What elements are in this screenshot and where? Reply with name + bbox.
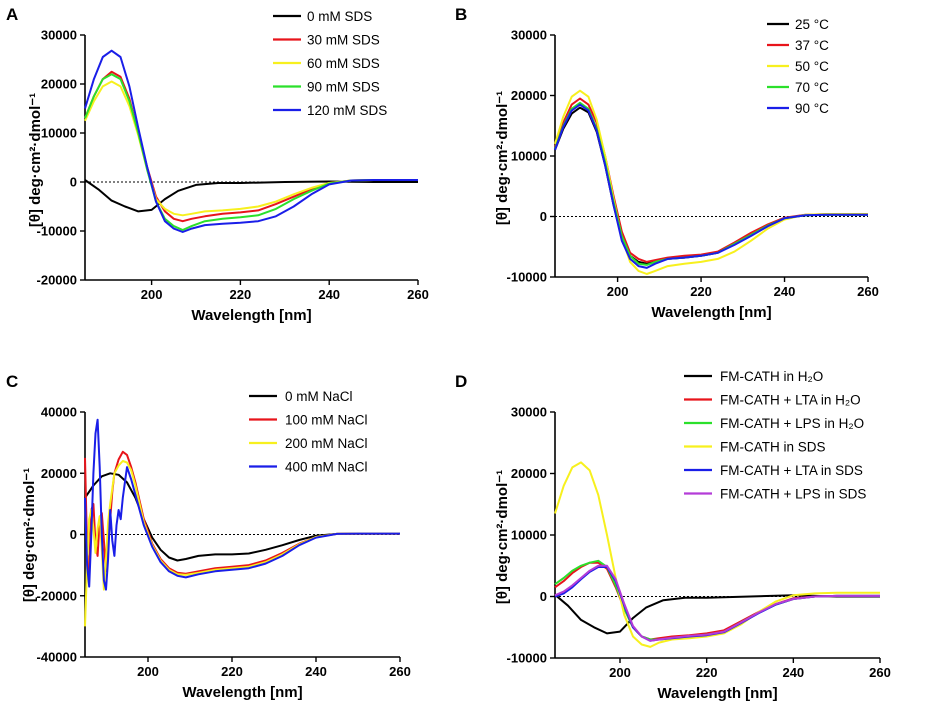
series-line-3 <box>554 89 868 275</box>
legend-label: 400 mM NaCl <box>285 460 368 475</box>
y-tick-label: 20000 <box>41 466 77 481</box>
x-tick-label: 260 <box>407 287 429 302</box>
series-line-2 <box>554 97 868 263</box>
y-tick-label: 0 <box>70 175 77 190</box>
series-line-5 <box>554 103 868 269</box>
legend-label: 0 mM NaCl <box>285 389 353 404</box>
panel-b: B -10000 0 10000 20000 30000 200 220 240 260 Wavel… <box>455 5 879 321</box>
panel-label: B <box>455 5 467 24</box>
series-line-2 <box>554 561 880 641</box>
x-tick-label: 220 <box>230 287 252 302</box>
legend-label: 50 °C <box>795 59 829 74</box>
series-line-5 <box>554 566 880 642</box>
x-axis-label: Wavelength [nm] <box>657 685 777 702</box>
x-tick-label: 240 <box>782 665 804 680</box>
x-tick-label: 200 <box>609 665 631 680</box>
legend-label: 30 mM SDS <box>307 33 380 48</box>
y-tick-label: -40000 <box>37 650 77 665</box>
legend-label: FM-CATH in SDS <box>720 440 826 455</box>
x-tick-label: 260 <box>389 664 411 679</box>
legend-label: 0 mM SDS <box>307 9 372 24</box>
panel-label: A <box>6 5 18 24</box>
y-tick-label: 20000 <box>41 77 77 92</box>
series-line-4 <box>84 418 400 591</box>
x-tick-label: 200 <box>141 287 163 302</box>
series-line-5 <box>84 49 418 233</box>
series-line-3 <box>84 460 400 627</box>
series-line-1 <box>84 179 418 213</box>
series-line-1 <box>554 593 880 635</box>
panel-label: C <box>6 372 18 391</box>
legend-label: 25 °C <box>795 17 829 32</box>
y-tick-label: -10000 <box>507 270 547 285</box>
y-axis-label: [θ] deg·cm²·dmol⁻¹ <box>21 468 38 602</box>
x-axis-label: Wavelength [nm] <box>182 684 302 701</box>
series-line-1 <box>554 106 868 265</box>
y-tick-label: -10000 <box>507 651 547 666</box>
y-tick-label: 30000 <box>511 28 547 43</box>
series-line-1 <box>84 472 400 562</box>
y-tick-label: 10000 <box>41 126 77 141</box>
x-tick-label: 200 <box>607 284 629 299</box>
x-axis-label: Wavelength [nm] <box>651 304 771 321</box>
legend-label: 120 mM SDS <box>307 103 387 118</box>
x-tick-label: 220 <box>690 284 712 299</box>
x-tick-label: 240 <box>318 287 340 302</box>
legend-label: FM-CATH + LTA in SDS <box>720 463 863 478</box>
legend-label: FM-CATH + LTA in H₂O <box>720 393 861 408</box>
panel-d: D -10000 0 10000 20000 30000 200 220 240 260 Wavel… <box>455 369 891 702</box>
x-tick-label: 220 <box>696 665 718 680</box>
legend-label: 100 mM NaCl <box>285 413 368 428</box>
legend-label: 37 °C <box>795 38 829 53</box>
legend-label: 90 °C <box>795 101 829 116</box>
y-tick-label: 0 <box>70 527 77 542</box>
series-line-4 <box>554 461 880 648</box>
x-axis-label: Wavelength [nm] <box>191 307 311 324</box>
legend-label: 70 °C <box>795 80 829 95</box>
y-tick-label: 30000 <box>41 28 77 43</box>
y-tick-label: 20000 <box>511 88 547 103</box>
series-line-2 <box>84 70 418 223</box>
y-tick-label: 20000 <box>511 466 547 481</box>
legend-label: FM-CATH in H₂O <box>720 369 823 384</box>
series-line-4 <box>554 101 868 266</box>
panel-c: C -40000 -20000 0 20000 40000 200 220 240 260 Wave… <box>6 372 411 701</box>
y-axis-label: [θ] deg·cm²·dmol⁻¹ <box>494 470 511 604</box>
x-tick-label: 260 <box>857 284 879 299</box>
x-tick-label: 240 <box>305 664 327 679</box>
legend-label: FM-CATH + LPS in H₂O <box>720 416 864 431</box>
y-tick-label: 40000 <box>41 405 77 420</box>
panel-label: D <box>455 372 467 391</box>
x-tick-label: 220 <box>221 664 243 679</box>
x-tick-label: 240 <box>774 284 796 299</box>
y-axis-label: [θ] deg·cm²·dmol⁻¹ <box>27 93 44 227</box>
series-line-6 <box>554 564 880 642</box>
series-line-3 <box>84 80 418 217</box>
panel-a: A -20000 -10000 0 10000 20000 30000 200 220 240 26… <box>6 5 429 324</box>
y-tick-label: 30000 <box>511 405 547 420</box>
legend-label: 200 mM NaCl <box>285 436 368 451</box>
series-line-4 <box>84 73 418 231</box>
legend-label: 90 mM SDS <box>307 80 380 95</box>
y-tick-label: -20000 <box>37 588 77 603</box>
y-tick-label: 0 <box>540 209 547 224</box>
x-tick-label: 200 <box>137 664 159 679</box>
y-tick-label: -10000 <box>37 224 77 239</box>
series-line-3 <box>554 559 880 641</box>
y-tick-label: 0 <box>540 589 547 604</box>
x-tick-label: 260 <box>869 665 891 680</box>
y-tick-label: 10000 <box>511 149 547 164</box>
y-axis-label: [θ] deg·cm²·dmol⁻¹ <box>494 91 511 225</box>
legend-label: 60 mM SDS <box>307 56 380 71</box>
y-tick-label: -20000 <box>37 273 77 288</box>
legend-label: FM-CATH + LPS in SDS <box>720 487 866 502</box>
y-tick-label: 10000 <box>511 528 547 543</box>
